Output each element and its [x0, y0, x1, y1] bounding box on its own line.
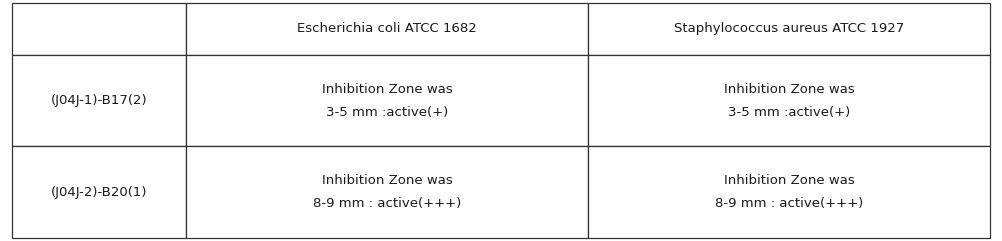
- Text: Escherichia coli ATCC 1682: Escherichia coli ATCC 1682: [298, 22, 477, 35]
- Bar: [12, 3, 186, 55]
- Bar: [588, 55, 990, 146]
- Text: Inhibition Zone was
8-9 mm : active(+++): Inhibition Zone was 8-9 mm : active(+++): [714, 174, 863, 210]
- Bar: [12, 55, 186, 146]
- Text: (J04J-1)-B17(2): (J04J-1)-B17(2): [51, 94, 147, 107]
- Text: Staphylococcus aureus ATCC 1927: Staphylococcus aureus ATCC 1927: [674, 22, 904, 35]
- Bar: [186, 146, 588, 238]
- Bar: [186, 55, 588, 146]
- Text: Inhibition Zone was
8-9 mm : active(+++): Inhibition Zone was 8-9 mm : active(+++): [313, 174, 461, 210]
- Bar: [588, 3, 990, 55]
- Bar: [588, 146, 990, 238]
- Text: (J04J-2)-B20(1): (J04J-2)-B20(1): [51, 186, 147, 199]
- Text: Inhibition Zone was
3-5 mm :active(+): Inhibition Zone was 3-5 mm :active(+): [723, 82, 855, 119]
- Bar: [186, 3, 588, 55]
- Text: Inhibition Zone was
3-5 mm :active(+): Inhibition Zone was 3-5 mm :active(+): [322, 82, 453, 119]
- Bar: [12, 146, 186, 238]
